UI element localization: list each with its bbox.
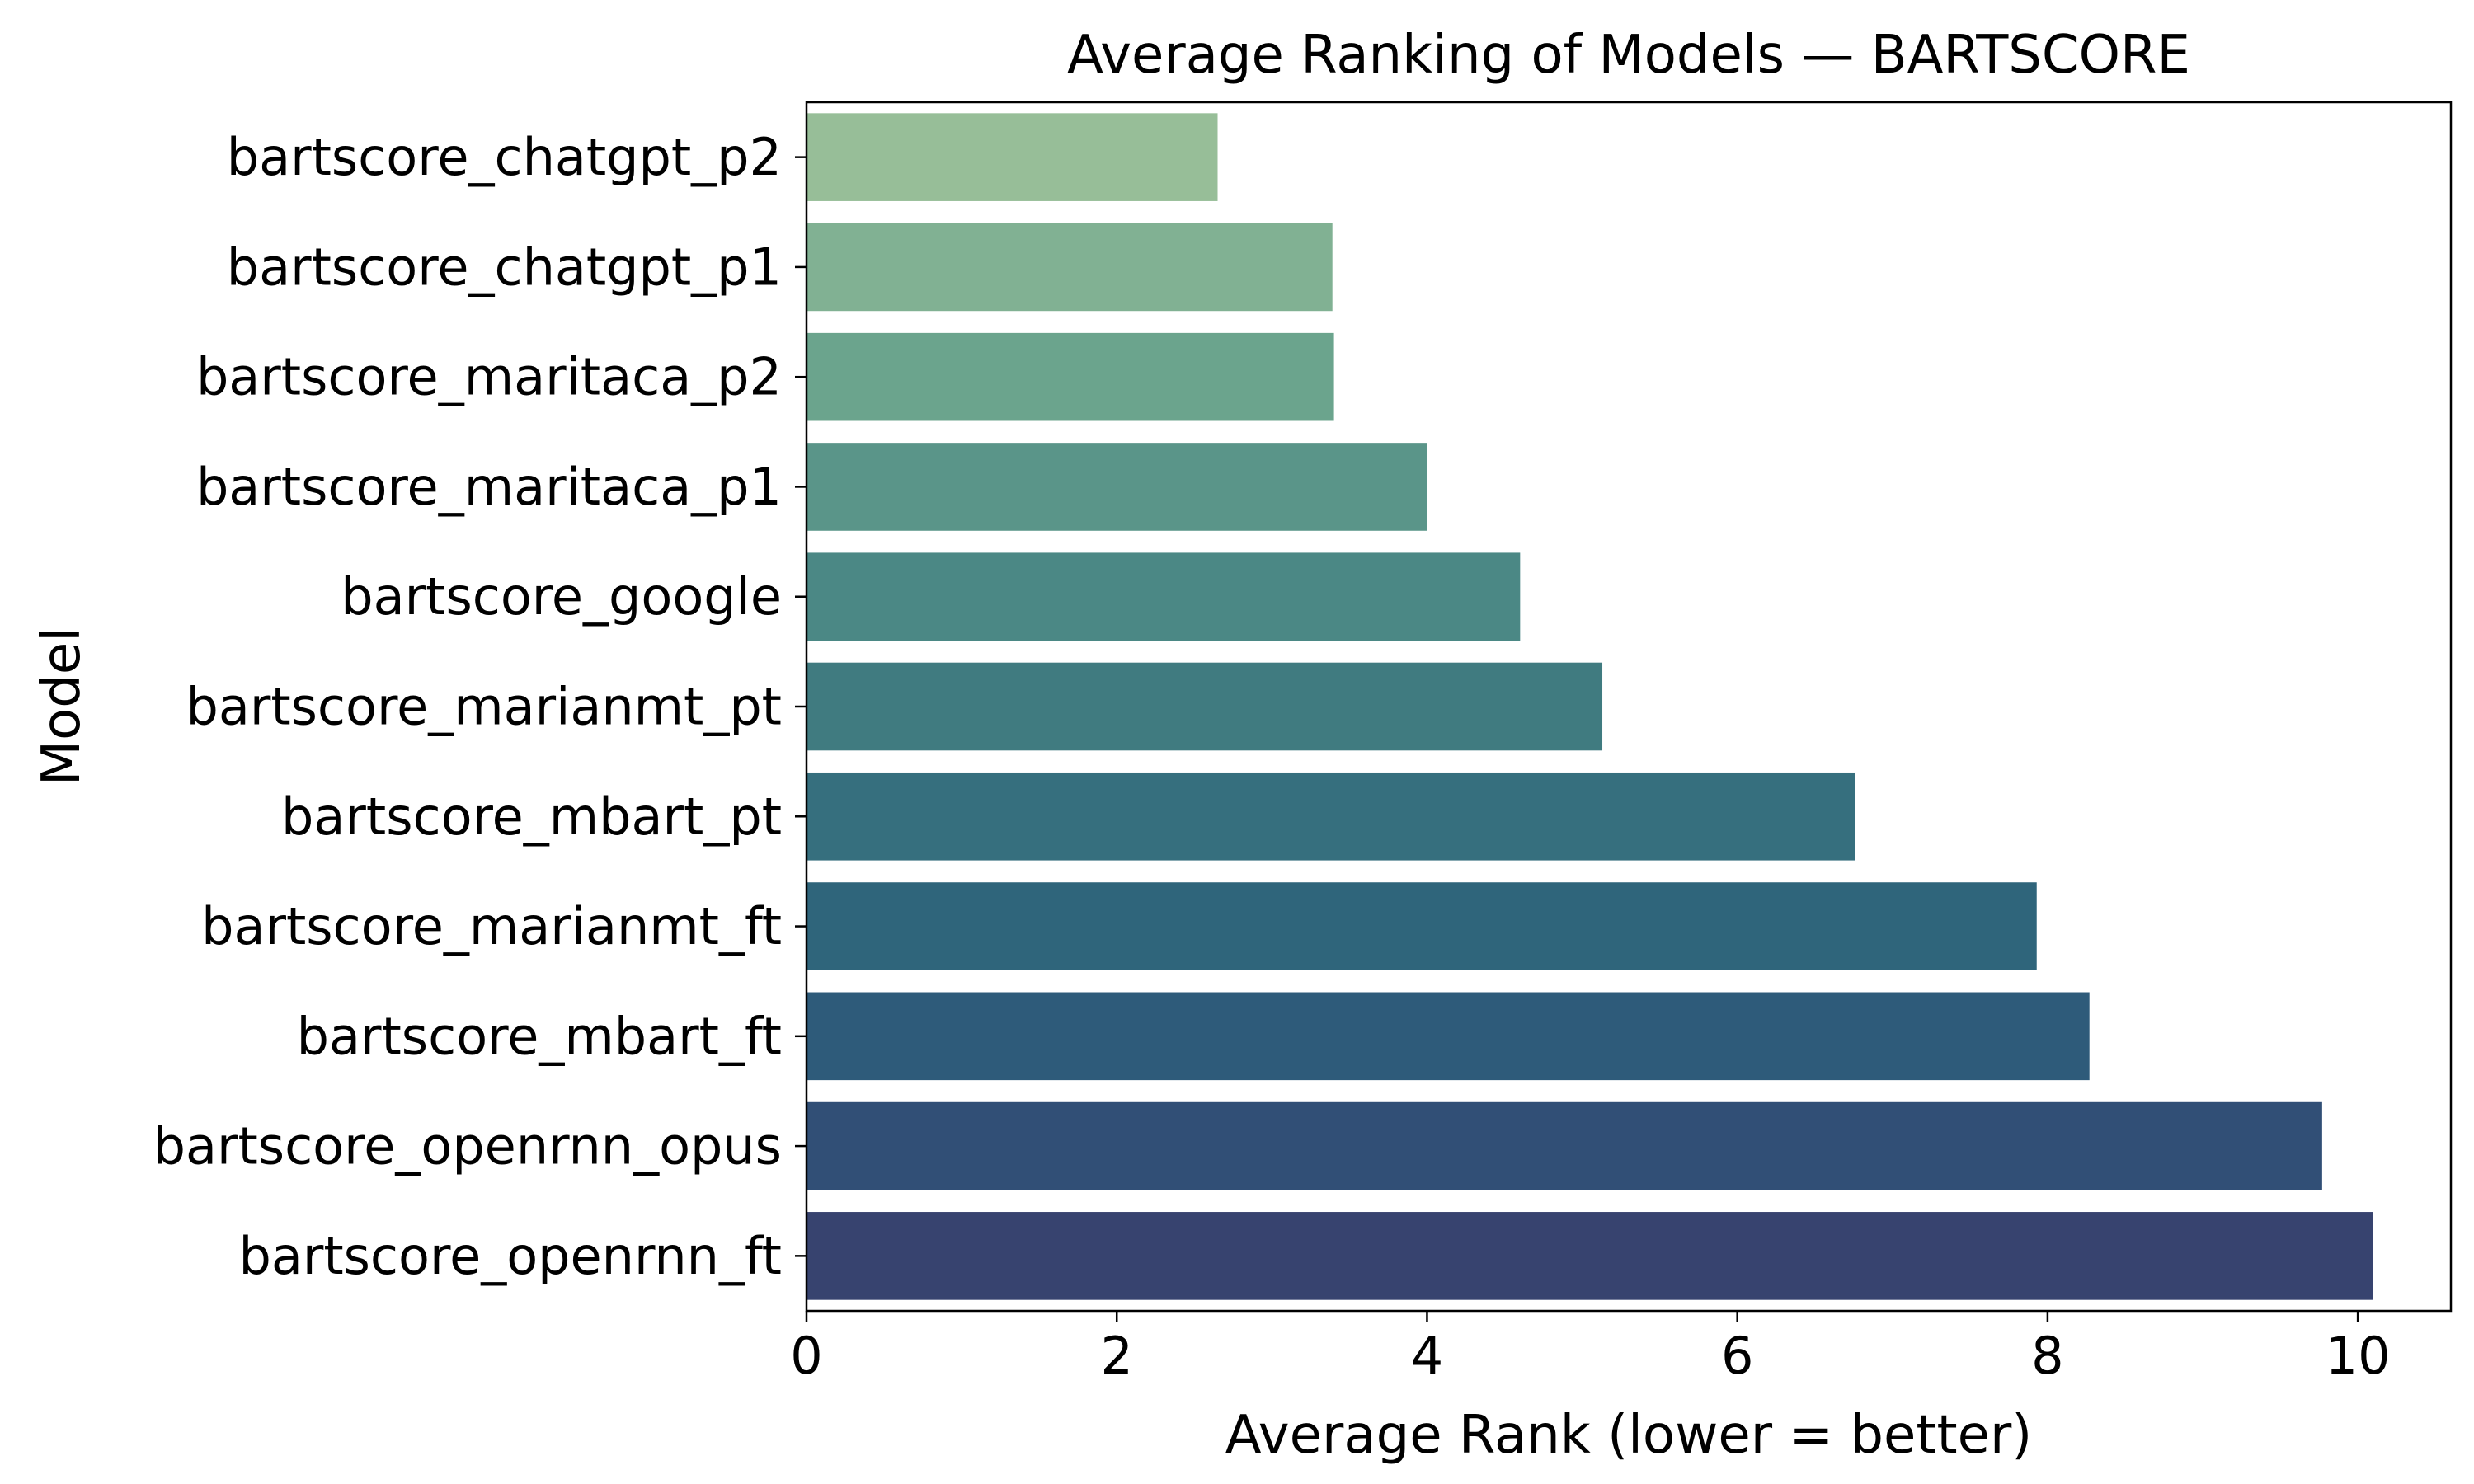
y-axis-label: Model bbox=[31, 627, 92, 786]
bar-bartscore_openrnn_opus bbox=[807, 1101, 2322, 1190]
y-tick-label: bartscore_mbart_ft bbox=[297, 1006, 782, 1066]
bar-bartscore_marianmt_ft bbox=[807, 882, 2037, 970]
plot-frame bbox=[805, 101, 2453, 1313]
x-tick-label: 6 bbox=[1721, 1326, 1753, 1386]
bar-bartscore_marianmt_pt bbox=[807, 662, 1603, 751]
bars-layer bbox=[807, 113, 2373, 1300]
x-tick-label: 8 bbox=[2031, 1326, 2063, 1386]
ticks-layer: bartscore_chatgpt_p2 bartscore_chatgpt_p1… bbox=[153, 127, 2391, 1386]
y-tick-label: bartscore_maritaca_p2 bbox=[196, 347, 782, 407]
bar-bartscore_maritaca_p2 bbox=[807, 332, 1334, 421]
bar-bartscore_mbart_pt bbox=[807, 772, 1856, 861]
y-tick-label: bartscore_chatgpt_p1 bbox=[227, 237, 782, 297]
x-tick-label: 2 bbox=[1100, 1326, 1132, 1386]
chart-title: Average Ranking of Models — BARTSCORE bbox=[1067, 25, 2190, 86]
y-tick-label: bartscore_marianmt_pt bbox=[186, 677, 782, 737]
y-tick-label: bartscore_google bbox=[341, 566, 782, 627]
bar-bartscore_mbart_ft bbox=[807, 992, 2090, 1081]
bar-bartscore_chatgpt_p1 bbox=[807, 223, 1333, 312]
bar-bartscore_maritaca_p1 bbox=[807, 443, 1427, 531]
bar-bartscore_google bbox=[807, 552, 1521, 641]
x-tick-label: 4 bbox=[1411, 1326, 1443, 1386]
y-tick-label: bartscore_mbart_pt bbox=[281, 787, 782, 847]
y-tick-label: bartscore_openrnn_opus bbox=[153, 1116, 782, 1176]
bar-bartscore_openrnn_ft bbox=[807, 1212, 2373, 1300]
x-tick-label: 10 bbox=[2326, 1326, 2391, 1386]
y-tick-label: bartscore_marianmt_ft bbox=[201, 896, 782, 956]
y-tick-label: bartscore_maritaca_p1 bbox=[196, 457, 782, 517]
x-tick-label: 0 bbox=[790, 1326, 822, 1386]
x-axis-label: Average Rank (lower = better) bbox=[1225, 1405, 2033, 1466]
bar-bartscore_chatgpt_p2 bbox=[807, 113, 1218, 201]
y-tick-label: bartscore_chatgpt_p2 bbox=[227, 127, 782, 187]
y-tick-label: bartscore_openrnn_ft bbox=[238, 1226, 782, 1286]
